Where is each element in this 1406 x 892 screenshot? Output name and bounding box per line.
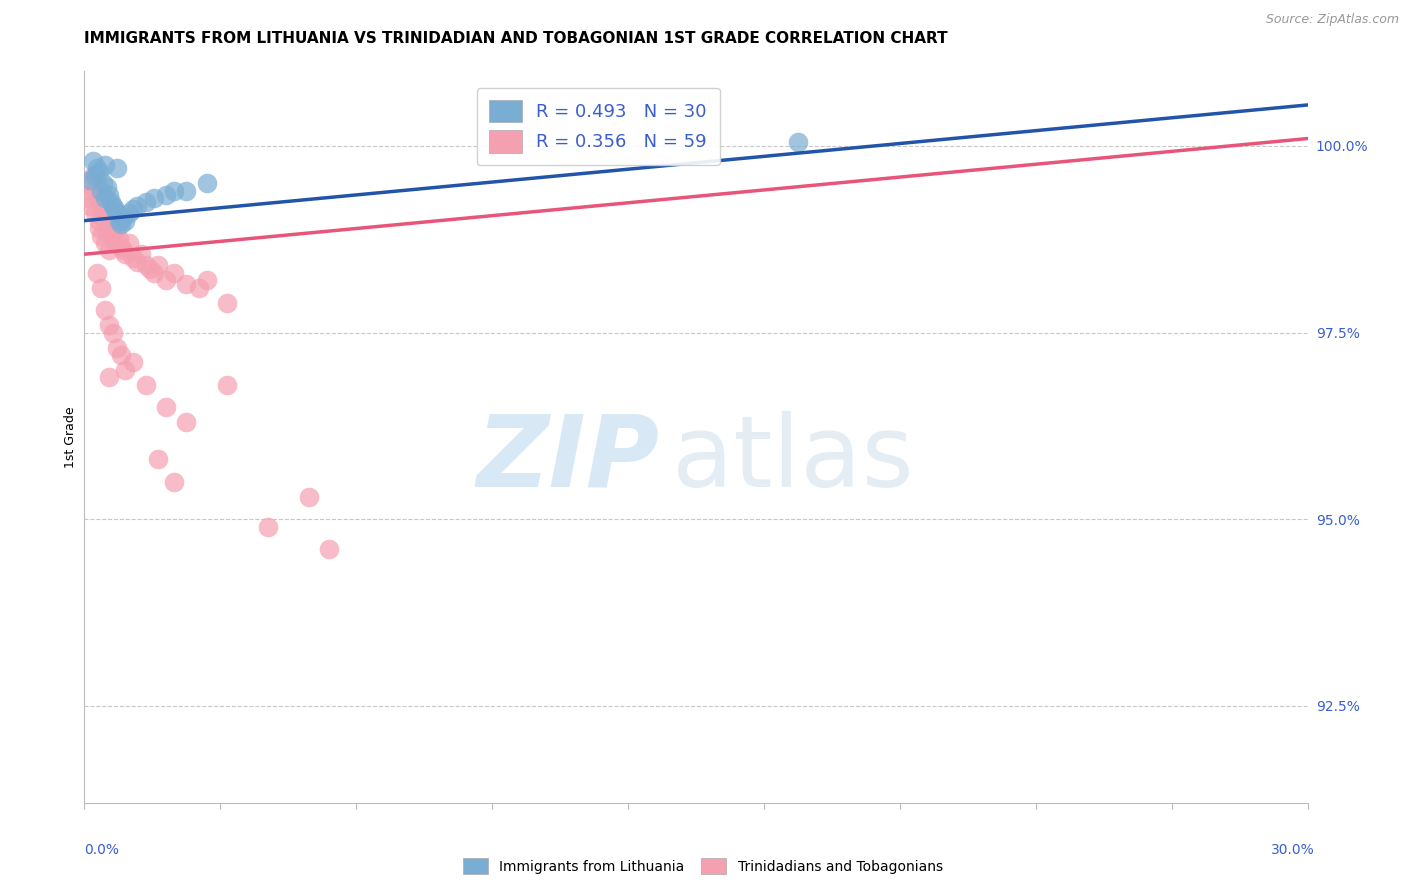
Point [787, 135, 810, 149]
Point [318, 542, 340, 557]
Point [217, 377, 239, 392]
Point [97, 370, 120, 384]
Point [142, 191, 165, 205]
Point [77, 177, 100, 191]
Point [104, 202, 127, 217]
Text: IMMIGRANTS FROM LITHUANIA VS TRINIDADIAN AND TOBAGONIAN 1ST GRADE CORRELATION CH: IMMIGRANTS FROM LITHUANIA VS TRINIDADIAN… [84, 31, 948, 46]
Point [96, 180, 118, 194]
Text: ZIP: ZIP [477, 410, 659, 508]
Point [101, 199, 124, 213]
Point [110, 348, 132, 362]
Point [298, 490, 321, 504]
Point [187, 281, 209, 295]
Point [146, 259, 169, 273]
Text: Source: ZipAtlas.com: Source: ZipAtlas.com [1265, 13, 1399, 27]
Point [127, 199, 149, 213]
Point [97, 244, 120, 258]
Point [93, 213, 117, 227]
Point [91, 206, 114, 220]
Point [110, 240, 132, 254]
Point [135, 377, 157, 392]
Point [93, 158, 117, 172]
Point [163, 475, 186, 489]
Point [90, 281, 112, 295]
Point [174, 277, 197, 291]
Point [257, 519, 280, 533]
Point [100, 194, 122, 209]
Point [105, 206, 128, 220]
Point [82, 184, 104, 198]
Point [217, 295, 239, 310]
Point [86, 177, 108, 191]
Point [87, 165, 110, 179]
Point [112, 244, 135, 258]
Point [100, 218, 122, 232]
Point [114, 363, 136, 377]
Point [105, 341, 128, 355]
Point [142, 266, 165, 280]
Point [108, 213, 131, 227]
Point [105, 221, 128, 235]
Point [118, 206, 141, 220]
Point [114, 247, 136, 261]
Point [155, 273, 177, 287]
Point [155, 401, 177, 415]
Point [146, 452, 169, 467]
Point [118, 235, 141, 250]
Text: 30.0%: 30.0% [1271, 843, 1315, 857]
Point [101, 228, 124, 243]
Point [91, 177, 114, 191]
Point [79, 172, 101, 186]
Point [93, 303, 117, 318]
Point [90, 184, 112, 198]
Point [82, 169, 104, 183]
Point [105, 161, 128, 176]
Point [174, 415, 197, 429]
Point [93, 235, 117, 250]
Point [122, 251, 145, 265]
Text: 0.0%: 0.0% [84, 843, 120, 857]
Point [97, 187, 120, 202]
Point [83, 169, 105, 183]
Point [86, 266, 108, 280]
Point [122, 202, 145, 217]
Point [97, 199, 120, 213]
Point [135, 259, 157, 273]
Legend: Immigrants from Lithuania, Trinidadians and Tobagonians: Immigrants from Lithuania, Trinidadians … [457, 852, 949, 880]
Point [127, 254, 149, 268]
Point [122, 355, 145, 369]
Point [90, 199, 112, 213]
Point [97, 318, 120, 332]
Point [90, 228, 112, 243]
Point [86, 161, 108, 176]
Point [79, 199, 101, 213]
Point [163, 184, 186, 198]
Point [174, 184, 197, 198]
Point [114, 213, 136, 227]
Point [163, 266, 186, 280]
Y-axis label: 1st Grade: 1st Grade [65, 406, 77, 468]
Point [108, 232, 131, 246]
Point [86, 191, 108, 205]
Point [112, 210, 135, 224]
Point [110, 218, 132, 232]
Point [87, 221, 110, 235]
Point [96, 225, 118, 239]
Point [82, 153, 104, 168]
Point [195, 273, 218, 287]
Point [101, 326, 124, 340]
Point [131, 247, 153, 261]
Point [138, 262, 160, 277]
Point [87, 213, 110, 227]
Point [83, 206, 105, 220]
Point [104, 235, 127, 250]
Point [93, 191, 117, 205]
Point [195, 177, 218, 191]
Text: atlas: atlas [672, 410, 912, 508]
Point [155, 187, 177, 202]
Legend: R = 0.493   N = 30, R = 0.356   N = 59: R = 0.493 N = 30, R = 0.356 N = 59 [477, 87, 720, 165]
Point [75, 191, 97, 205]
Point [135, 194, 157, 209]
